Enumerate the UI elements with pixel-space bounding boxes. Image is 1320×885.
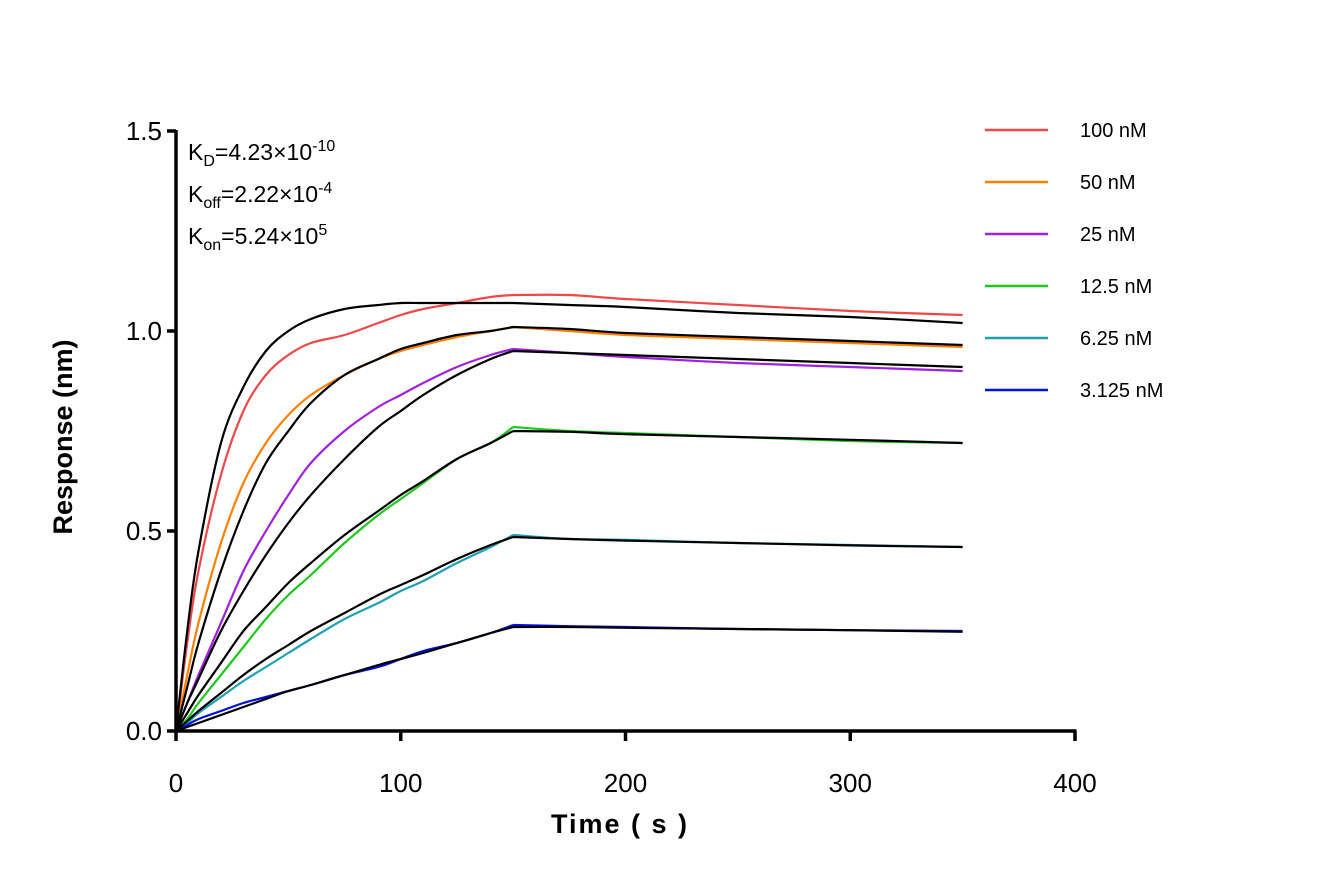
fit-line-6.25-nM [175, 535, 963, 732]
fit-line-50-nM [174, 325, 963, 732]
x-tick-label: 400 [1053, 768, 1096, 798]
y-tick-label: 1.0 [126, 316, 162, 346]
kd-annotation: KD=4.23×10-10 [188, 138, 335, 170]
legend-label: 3.125 nM [1080, 380, 1163, 402]
curves [174, 293, 963, 733]
legend-label: 50 nM [1080, 172, 1136, 194]
axes: 0.0 0.5 1.0 1.5 0 100 200 300 400 [126, 116, 1097, 798]
fit-line-100-nM [174, 301, 963, 732]
kon-annotation: Kon=5.24×105 [188, 222, 327, 254]
series-line-100-nM [174, 293, 963, 732]
legend-label: 6.25 nM [1080, 328, 1152, 350]
y-tick-label: 1.5 [126, 116, 162, 146]
fit-line-12.5-nM [175, 429, 963, 732]
x-tick-label: 200 [604, 768, 647, 798]
x-tick-label: 300 [829, 768, 872, 798]
fit-line-25-nM [174, 349, 963, 732]
x-tick-label: 0 [169, 768, 183, 798]
koff-annotation: Koff=2.22×10-4 [188, 180, 332, 212]
x-axis-title: Time ( s ) [551, 809, 689, 839]
y-axis-title: Response (nm) [48, 339, 78, 534]
legend-label: 25 nM [1080, 224, 1136, 246]
fit-line-3.125-nM [175, 625, 963, 733]
legend-label: 100 nM [1080, 120, 1147, 142]
series-line-50-nM [174, 325, 963, 732]
legend-label: 12.5 nM [1080, 276, 1152, 298]
kinetics-annotation: KD=4.23×10-10 Koff=2.22×10-4 Kon=5.24×10… [188, 138, 335, 254]
legend: 100 nM 50 nM 25 nM 12.5 nM 6.25 nM 3.125 nM [985, 120, 1163, 402]
series-line-6.25-nM [175, 533, 963, 732]
y-tick-label: 0.5 [126, 516, 162, 546]
x-tick-label: 100 [379, 768, 422, 798]
y-tick-label: 0.0 [126, 716, 162, 746]
